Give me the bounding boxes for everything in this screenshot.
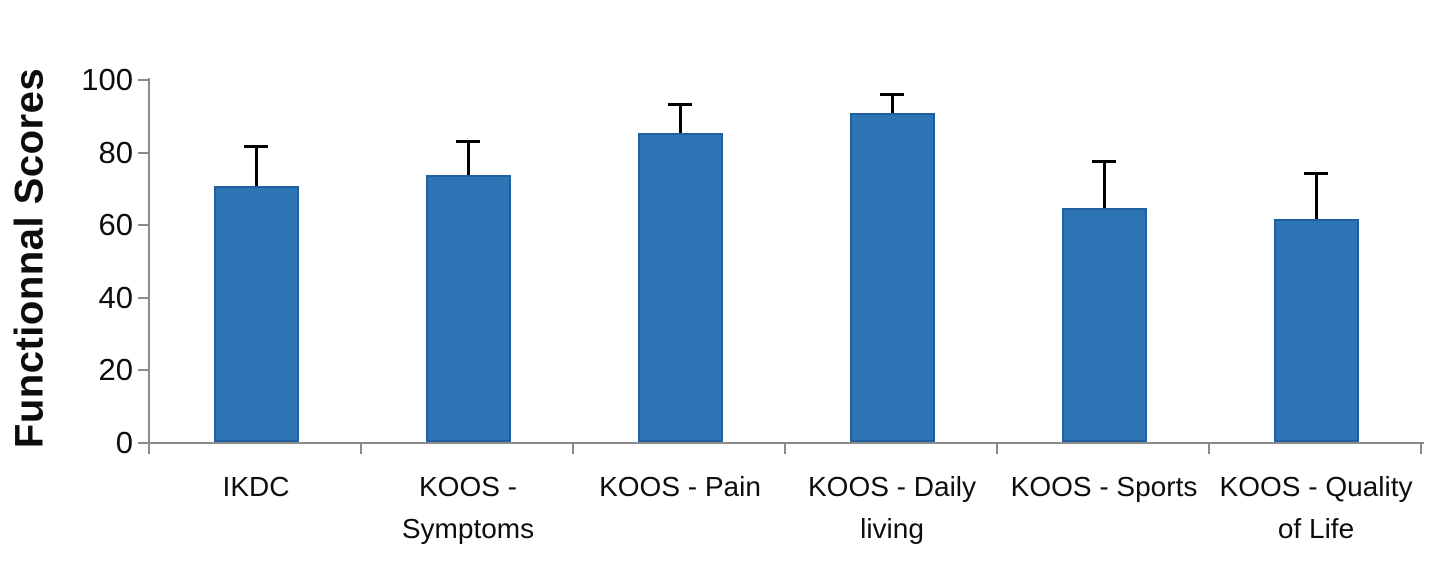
error-bar-cap-koos-pain: [668, 103, 692, 107]
y-axis-title: Functionnal Scores: [7, 67, 52, 449]
y-tick-0: [138, 442, 148, 444]
y-tick-label-60: 60: [98, 207, 133, 243]
error-bar-line-koos-pain: [678, 104, 682, 134]
error-bar-cap-koos-daily-living: [880, 92, 904, 96]
x-tick-1: [360, 442, 362, 454]
error-bar-cap-koos-quality-of-life: [1304, 172, 1328, 176]
y-tick-label-0: 0: [115, 425, 133, 460]
error-bar-cap-koos-sports: [1092, 159, 1116, 163]
error-bar-line-ikdc: [254, 146, 258, 187]
bar-koos-pain: [637, 133, 723, 442]
y-tick-label-80: 80: [98, 134, 133, 170]
y-axis-line: [148, 78, 150, 444]
y-tick-label-40: 40: [98, 279, 133, 315]
bar-koos-daily-living: [849, 113, 935, 442]
x-tick-5: [1208, 442, 1210, 454]
x-category-label-line: KOOS -: [418, 471, 517, 502]
bar-koos-symptoms: [425, 175, 511, 442]
x-category-label-line: KOOS - Daily: [807, 471, 977, 502]
y-tick-label-100: 100: [81, 62, 133, 97]
error-bar-line-koos-sports: [1102, 160, 1106, 208]
x-tick-3: [784, 442, 786, 454]
x-tick-0: [148, 442, 150, 454]
y-tick-label-20: 20: [98, 352, 133, 388]
x-category-label-line: KOOS - Quality: [1219, 471, 1413, 502]
x-category-label-line: of Life: [1277, 513, 1355, 544]
x-category-label-koos-daily-living: KOOS - Daily living: [786, 466, 998, 550]
x-category-label-ikdc: IKDC: [150, 466, 362, 508]
x-category-label-line: KOOS - Pain: [599, 471, 761, 502]
error-bar-line-koos-symptoms: [466, 140, 470, 176]
y-tick-20: [138, 369, 148, 372]
x-tick-4: [996, 442, 998, 454]
x-category-label-line: IKDC: [222, 471, 290, 502]
x-category-label-line: KOOS - Sports: [1010, 471, 1198, 502]
x-category-label-koos-quality-of-life: KOOS - Quality of Life: [1210, 466, 1422, 550]
x-category-label-koos-pain: KOOS - Pain: [574, 466, 786, 508]
error-bar-cap-ikdc: [244, 145, 268, 149]
y-tick-40: [138, 296, 148, 299]
bar-koos-quality-of-life: [1273, 218, 1359, 442]
x-category-label-koos-symptoms: KOOS - Symptoms: [362, 466, 574, 550]
x-category-label-koos-sports: KOOS - Sports: [998, 466, 1210, 508]
error-bar-line-koos-quality-of-life: [1314, 173, 1318, 219]
x-tick-2: [572, 442, 574, 454]
error-bar-line-koos-daily-living: [890, 93, 894, 114]
y-tick-80: [138, 151, 148, 154]
x-axis-line: [148, 442, 1424, 444]
bar-koos-sports: [1061, 207, 1147, 442]
y-tick-100: [138, 79, 148, 81]
error-bar-cap-koos-symptoms: [456, 139, 480, 143]
x-tick-6: [1420, 442, 1422, 454]
x-category-label-line: living: [860, 513, 924, 544]
x-category-label-line: Symptoms: [401, 513, 535, 544]
y-tick-60: [138, 224, 148, 227]
bar-ikdc: [213, 186, 299, 442]
